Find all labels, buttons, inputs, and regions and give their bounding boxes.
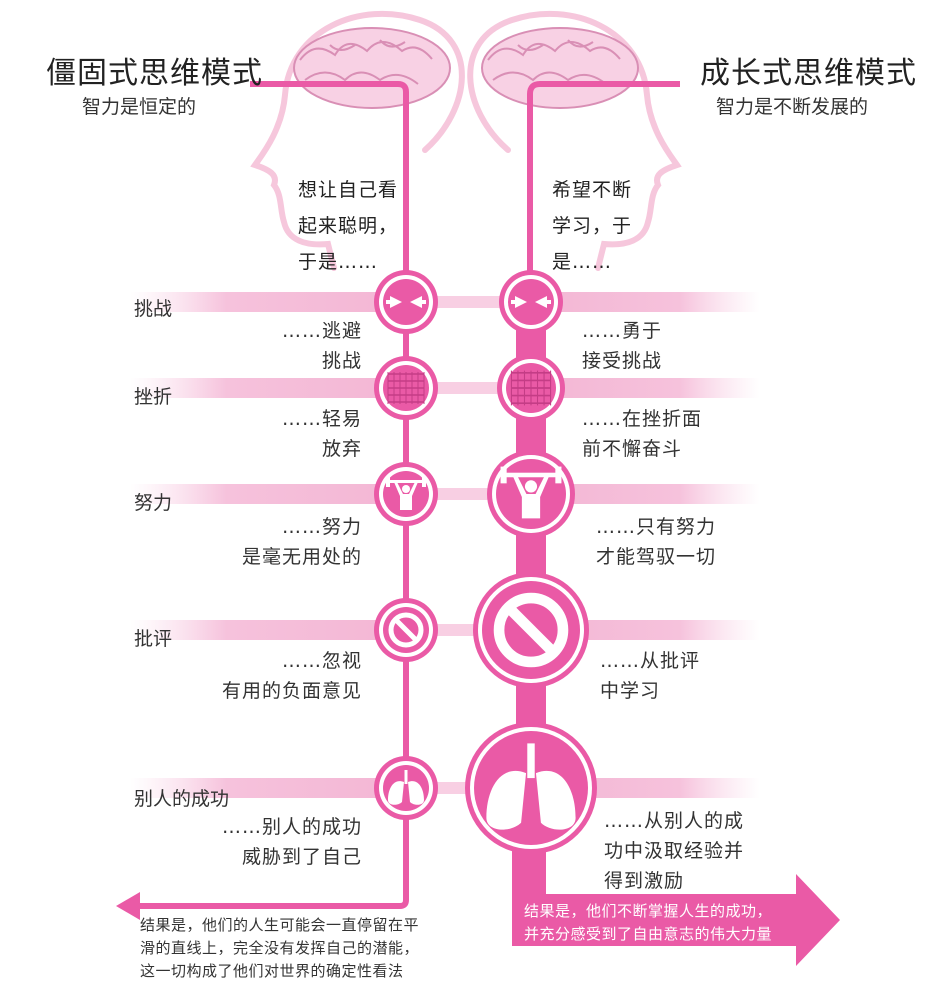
row-label-setback: 挫折	[134, 386, 173, 408]
growth-response-others-success: ……从别人的成 功中汲取经验并 得到激励	[604, 806, 744, 896]
response-line: ……逃避	[281, 320, 362, 342]
row-label-criticism: 批评	[134, 628, 173, 650]
conclusion-line: 结果是，他们的人生可能会一直停留在平	[140, 916, 420, 934]
growth-subtitle: 智力是不断发展的	[716, 96, 869, 118]
fixed-subtitle: 智力是恒定的	[82, 96, 197, 118]
weightlifter-icon	[487, 450, 575, 538]
brick-wall-icon	[374, 356, 438, 420]
growth-response-effort: ……只有努力 才能驾驭一切	[596, 512, 716, 572]
row-band-right	[531, 484, 760, 504]
growth-response-challenge: ……勇于 接受挑战	[582, 316, 662, 376]
row-label-effort: 努力	[134, 492, 173, 514]
growth-intro-line: 学习，于	[552, 215, 633, 237]
response-line: 得到激励	[604, 870, 685, 892]
response-line: 是毫无用处的	[241, 546, 362, 568]
response-line: ……在挫折面	[582, 408, 703, 430]
arrows-icon	[499, 270, 563, 334]
row-band-left	[130, 484, 406, 504]
fixed-intro: 想让自己看 起来聪明， 于是……	[298, 172, 398, 280]
response-line: ……勇于	[582, 320, 663, 342]
row-label-others-success: 别人的成功	[134, 788, 230, 810]
brick-wall-icon	[497, 354, 565, 422]
response-line: 放弃	[321, 438, 362, 460]
response-line: ……忽视	[281, 650, 362, 672]
growth-intro-line: 希望不断	[552, 179, 633, 201]
response-line: ……从别人的成	[604, 810, 745, 832]
lungs-icon	[465, 722, 597, 854]
response-line: ……别人的成功	[221, 816, 362, 838]
fixed-head-outline	[250, 10, 465, 271]
response-line: 挑战	[321, 350, 362, 372]
conclusion-line: 这一切构成了他们对世界的确定性看法	[140, 962, 404, 980]
row-band-left	[130, 378, 406, 398]
fixed-response-effort: ……努力 是毫无用处的	[242, 512, 362, 572]
response-line: ……轻易	[281, 408, 362, 430]
response-line: 中学习	[600, 680, 661, 702]
response-line: 有用的负面意见	[221, 680, 362, 702]
fixed-title-line	[250, 81, 409, 900]
fixed-title: 僵固式思维模式	[46, 56, 263, 91]
fixed-response-others-success: ……别人的成功 威胁到了自己	[222, 812, 362, 872]
conclusion-line: 并充分感受到了自由意志的伟大力量	[524, 925, 773, 943]
growth-title-line	[527, 81, 680, 280]
conclusion-line: 结果是，他们不断掌握人生的成功，	[524, 902, 773, 920]
fixed-response-setback: ……轻易 放弃	[282, 404, 362, 464]
fixed-conclusion: 结果是，他们的人生可能会一直停留在平 滑的直线上，完全没有发挥自己的潜能， 这一…	[140, 914, 419, 983]
fixed-brain-icon	[293, 27, 451, 109]
row-band-left	[130, 778, 406, 798]
response-line: ……只有努力	[596, 516, 717, 538]
fixed-response-challenge: ……逃避 挑战	[282, 316, 362, 376]
row-band-right	[531, 378, 760, 398]
fixed-arrowhead	[116, 892, 140, 920]
growth-end-arrow	[512, 840, 840, 966]
lungs-icon	[374, 756, 438, 820]
response-line: 功中汲取经验并	[604, 840, 745, 862]
no-sign-icon	[374, 598, 438, 662]
growth-response-setback: ……在挫折面 前不懈奋斗	[582, 404, 702, 464]
response-line: 接受挑战	[582, 350, 663, 372]
growth-conclusion: 结果是，他们不断掌握人生的成功， 并充分感受到了自由意志的伟大力量	[524, 900, 772, 946]
fixed-response-criticism: ……忽视 有用的负面意见	[222, 646, 362, 706]
arrows-icon	[374, 270, 438, 334]
growth-head-outline	[467, 10, 682, 271]
fixed-end-arrow	[138, 892, 409, 909]
row-label-challenge: 挑战	[134, 298, 173, 320]
fixed-intro-line: 于是……	[298, 251, 379, 273]
weightlifter-icon	[374, 462, 438, 526]
growth-intro: 希望不断 学习，于 是……	[552, 172, 632, 280]
row-nodes	[374, 270, 597, 854]
response-line: ……努力	[281, 516, 362, 538]
growth-response-criticism: ……从批评 中学习	[600, 646, 700, 706]
fixed-intro-line: 起来聪明，	[298, 215, 399, 237]
response-line: 前不懈奋斗	[582, 438, 683, 460]
response-line: 威胁到了自己	[241, 846, 362, 868]
row-band-left	[130, 620, 406, 640]
response-line: ……从批评	[600, 650, 701, 672]
response-line: 才能驾驭一切	[596, 546, 717, 568]
no-sign-icon	[473, 572, 589, 688]
growth-intro-line: 是……	[552, 251, 613, 273]
growth-brain-icon	[481, 27, 639, 109]
growth-title: 成长式思维模式	[700, 56, 917, 91]
row-band-left	[130, 292, 406, 312]
fixed-intro-line: 想让自己看	[298, 179, 399, 201]
row-band-right	[531, 292, 760, 312]
conclusion-line: 滑的直线上，完全没有发挥自己的潜能，	[140, 939, 420, 957]
